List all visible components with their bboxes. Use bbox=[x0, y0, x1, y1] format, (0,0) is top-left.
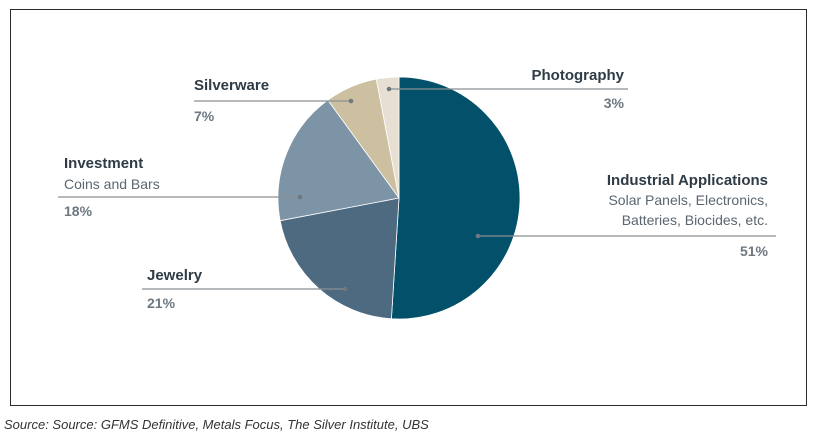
slice-value-label: 18% bbox=[64, 203, 93, 219]
leader-dot bbox=[475, 233, 481, 239]
slice-value-label: 7% bbox=[194, 108, 215, 124]
pie-slice-investment bbox=[277, 99, 400, 222]
slice-sublabel: Coins and Bars bbox=[64, 176, 160, 192]
slice-label: Jewelry bbox=[147, 267, 203, 284]
source-note: Source: Source: GFMS Definitive, Metals … bbox=[4, 417, 429, 432]
slice-label: Photography bbox=[532, 67, 625, 84]
pie-slices bbox=[277, 76, 521, 320]
slice-label: Silverware bbox=[194, 77, 269, 94]
slice-value-label: 3% bbox=[604, 95, 625, 111]
chart-frame bbox=[10, 9, 807, 406]
slice-label: Industrial Applications bbox=[607, 172, 768, 189]
leader-dot bbox=[297, 194, 303, 200]
leader-dot bbox=[386, 86, 392, 92]
leader-lines bbox=[58, 86, 776, 292]
slice-sublabel: Batteries, Biocides, etc. bbox=[622, 212, 768, 228]
pie-chart: Industrial Applications Solar Panels, Ele… bbox=[58, 67, 776, 320]
slice-labels: Industrial Applications Solar Panels, Ele… bbox=[64, 67, 769, 311]
leader-dot bbox=[342, 286, 348, 292]
leader-dot bbox=[348, 98, 354, 104]
slice-label: Investment bbox=[64, 155, 143, 172]
pie-slice-photography bbox=[375, 76, 400, 199]
slice-value-label: 51% bbox=[740, 243, 769, 259]
pie-slice-industrial-applications bbox=[390, 76, 521, 320]
slice-sublabel: Solar Panels, Electronics, bbox=[608, 192, 768, 208]
slice-value-label: 21% bbox=[147, 295, 176, 311]
